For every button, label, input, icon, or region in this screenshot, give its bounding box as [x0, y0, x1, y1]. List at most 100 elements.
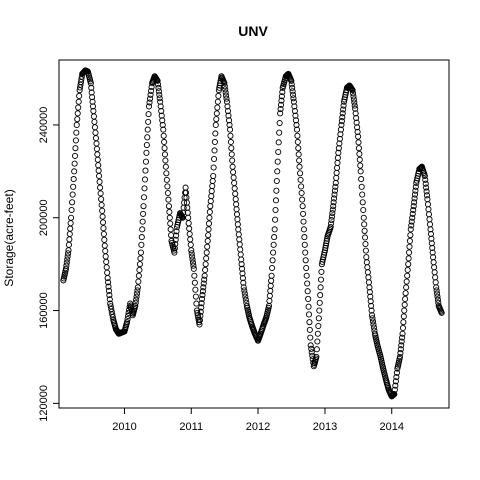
data-point: [269, 257, 276, 264]
data-point: [404, 272, 411, 279]
data-point: [335, 149, 342, 156]
data-point: [162, 157, 169, 164]
data-point: [275, 148, 282, 156]
data-point: [300, 218, 307, 225]
data-point: [67, 220, 74, 227]
data-point: [68, 206, 75, 214]
data-point: [295, 145, 302, 152]
data-point: [352, 110, 359, 117]
data-point: [328, 220, 335, 227]
data-point: [106, 296, 113, 303]
data-point: [69, 191, 76, 198]
data-point: [89, 103, 97, 110]
data-point: [193, 300, 200, 307]
data-point: [99, 213, 106, 220]
data-point: [235, 231, 242, 238]
data-point: [291, 107, 298, 115]
data-point: [278, 93, 285, 100]
data-point: [316, 307, 323, 314]
data-point: [208, 193, 215, 200]
data-point: [98, 196, 105, 203]
data-point: [155, 84, 162, 91]
data-point: [438, 309, 445, 316]
data-point: [277, 110, 284, 117]
data-point: [164, 183, 171, 190]
data-point: [73, 129, 80, 136]
data-point: [223, 95, 230, 102]
data-point: [335, 145, 342, 152]
data-point: [201, 276, 208, 283]
data-point: [194, 312, 201, 319]
data-point: [70, 176, 77, 183]
data-point: [173, 232, 180, 239]
data-point: [397, 346, 404, 353]
data-point: [292, 112, 299, 119]
data-point: [205, 226, 212, 233]
data-point: [370, 321, 377, 328]
data-point: [392, 378, 399, 385]
data-point: [431, 264, 438, 271]
data-point: [305, 311, 313, 318]
data-point: [167, 226, 174, 233]
data-point: [391, 391, 398, 398]
data-point: [316, 299, 323, 306]
data-point: [428, 240, 435, 247]
data-point: [267, 287, 274, 294]
data-point: [322, 244, 329, 251]
data-point: [92, 135, 100, 142]
data-point: [340, 106, 347, 113]
data-point: [223, 98, 230, 105]
data-point: [102, 247, 109, 255]
data-point: [294, 138, 301, 146]
data-point: [425, 211, 433, 218]
data-point: [349, 90, 357, 97]
data-point: [91, 124, 98, 131]
data-point: [103, 258, 110, 265]
data-point: [318, 268, 325, 275]
data-point: [234, 221, 241, 228]
data-point: [161, 151, 169, 158]
data-point: [171, 245, 178, 252]
data-point: [332, 179, 339, 187]
data-point: [351, 99, 358, 106]
data-point: [160, 126, 167, 133]
data-point: [424, 201, 431, 208]
data-point: [398, 338, 405, 345]
data-point: [157, 103, 164, 110]
data-point: [240, 279, 247, 286]
data-point: [315, 315, 322, 322]
data-point: [331, 191, 338, 198]
data-point: [74, 110, 81, 117]
data-point: [207, 198, 214, 205]
data-point: [299, 203, 306, 210]
data-point: [338, 121, 345, 129]
data-point: [238, 256, 245, 263]
data-point: [199, 292, 206, 299]
data-point: [431, 269, 438, 276]
data-point: [221, 83, 228, 90]
data-point: [303, 264, 310, 272]
data-point: [392, 382, 399, 389]
data-point: [185, 214, 192, 221]
data-point: [359, 191, 366, 198]
data-point: [332, 183, 339, 190]
data-point: [333, 169, 340, 176]
data-point: [104, 275, 111, 282]
data-point: [141, 185, 148, 192]
data-point: [171, 249, 178, 256]
data-point: [95, 162, 102, 169]
data-point: [199, 288, 206, 295]
data-point: [223, 92, 230, 99]
data-point: [182, 184, 189, 191]
data-point: [328, 217, 335, 224]
data-point: [271, 234, 278, 241]
data-point: [275, 139, 282, 146]
data-point: [214, 104, 221, 111]
data-point: [399, 334, 406, 341]
data-point: [189, 259, 197, 266]
data-point: [94, 151, 101, 158]
data-point: [297, 170, 304, 177]
data-point: [434, 296, 441, 303]
data-point: [397, 350, 404, 357]
data-point: [202, 266, 209, 274]
